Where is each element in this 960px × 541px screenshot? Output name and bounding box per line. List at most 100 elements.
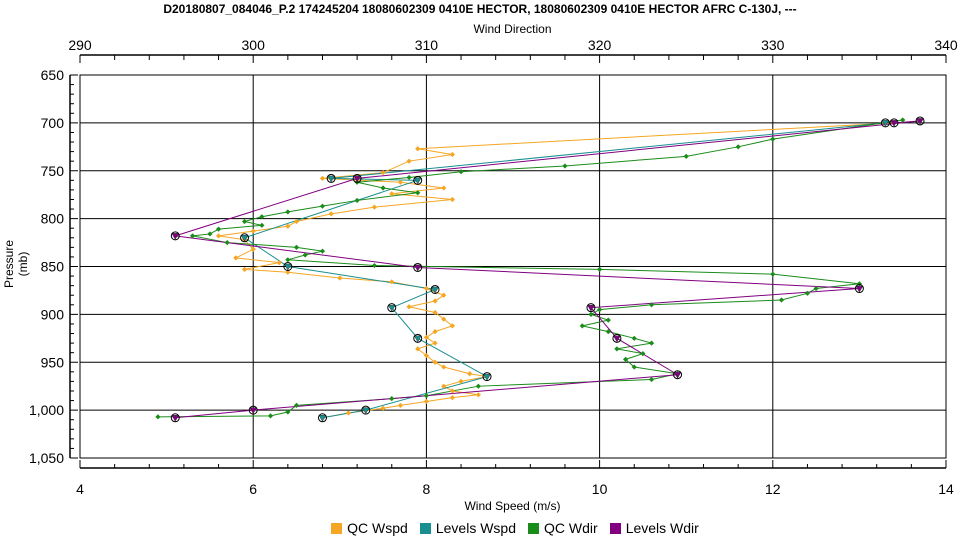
data-point-ring: [248, 405, 258, 415]
left-axis-tick-label: 1,000: [29, 402, 64, 418]
data-point: [735, 144, 741, 150]
data-point: [250, 246, 256, 252]
data-point: [467, 371, 473, 377]
data-point-ring: [482, 372, 492, 382]
data-point: [588, 311, 594, 317]
data-point: [361, 407, 370, 415]
data-point: [337, 275, 343, 281]
data-point: [423, 285, 429, 292]
axes: 290 300 310 320 330 340 4 6 8 10 12 14 650 700 750 800 8…: [29, 37, 958, 497]
data-point: [283, 263, 292, 271]
data-point: [423, 393, 429, 399]
data-point: [449, 388, 455, 394]
data-point: [259, 214, 265, 220]
data-point: [319, 248, 326, 254]
data-point: [441, 185, 447, 191]
data-point: [770, 136, 776, 142]
data-point: [622, 356, 629, 362]
data-point: [215, 226, 222, 232]
left-axis-tick-label: 850: [41, 259, 65, 275]
data-point: [276, 260, 282, 266]
data-point: [155, 414, 161, 420]
data-point: [441, 292, 447, 298]
data-point-ring: [673, 370, 683, 380]
data-point: [475, 392, 481, 398]
data-point: [389, 191, 395, 197]
data-point-ring: [413, 262, 423, 272]
data-point: [640, 351, 646, 357]
data-point: [328, 211, 334, 217]
data-point: [319, 175, 326, 182]
data-point: [631, 335, 637, 341]
data-point: [614, 346, 620, 352]
data-point: [423, 334, 429, 340]
data-point: [413, 335, 422, 343]
top-axis-tick-label: 300: [242, 37, 266, 53]
data-point: [458, 378, 464, 384]
data-point: [449, 196, 455, 203]
legend-label: Levels Wdir: [625, 520, 699, 536]
data-point: [778, 297, 785, 303]
data-point: [856, 281, 862, 287]
data-point: [249, 407, 258, 415]
data-point: [380, 185, 386, 191]
data-point-ring: [413, 175, 423, 185]
data-point: [240, 235, 249, 242]
data-point: [171, 415, 180, 422]
data-point-ring: [854, 284, 864, 294]
chart-title: D20180807_084046_P.2 174245204 180806023…: [163, 2, 797, 16]
bottom-axis-tick-label: 4: [76, 481, 84, 497]
series-lines: [157, 119, 921, 419]
data-point: [579, 323, 585, 329]
data-point-ring: [915, 116, 925, 126]
data-point: [371, 262, 378, 269]
data-point: [241, 218, 248, 225]
data-point: [389, 396, 395, 402]
data-point: [285, 257, 291, 263]
legend-label: Levels Wspd: [435, 520, 517, 536]
legend-item-levels-wspd: Levels Wspd: [419, 520, 517, 536]
series-line-levels-wdir: [175, 120, 921, 419]
data-point-ring: [170, 413, 180, 423]
data-point: [449, 323, 455, 329]
data-point: [293, 402, 300, 408]
data-point-ring: [586, 303, 596, 313]
data-point: [449, 151, 455, 158]
top-axis-tick-label: 340: [934, 37, 958, 53]
data-point: [597, 266, 603, 272]
data-point: [413, 177, 422, 185]
data-point: [562, 163, 568, 169]
data-point: [587, 304, 595, 312]
data-point: [250, 228, 256, 234]
data-point: [855, 285, 864, 293]
data-point: [612, 335, 621, 343]
data-point: [673, 371, 682, 379]
data-point: [215, 233, 222, 239]
chart-plot: 290 300 310 320 330 340 4 6 8 10 12 14 650 700 750 800 8…: [29, 37, 958, 497]
legend-swatch: [528, 522, 540, 534]
data-point-ring: [240, 233, 250, 243]
data-point: [597, 306, 603, 313]
data-point: [432, 359, 438, 365]
plot-border: [79, 74, 947, 459]
legend-swatch: [609, 522, 621, 534]
data-point: [285, 223, 291, 229]
data-point: [327, 175, 336, 183]
data-point: [318, 415, 327, 422]
top-axis-tick-label: 320: [588, 37, 612, 53]
data-point-ring: [361, 405, 371, 415]
top-axis-tick-label: 290: [68, 37, 92, 53]
data-point: [406, 304, 412, 310]
data-point: [631, 364, 637, 370]
data-point-ring: [387, 303, 397, 313]
data-point: [605, 329, 611, 335]
data-point-ring: [283, 262, 293, 271]
data-point: [432, 329, 438, 335]
data-point: [605, 317, 611, 323]
data-point: [285, 269, 291, 275]
data-point: [881, 120, 890, 127]
data-point-ring: [352, 173, 362, 183]
data-point: [415, 146, 421, 152]
series-markers: [155, 116, 925, 423]
data-point: [648, 302, 655, 308]
